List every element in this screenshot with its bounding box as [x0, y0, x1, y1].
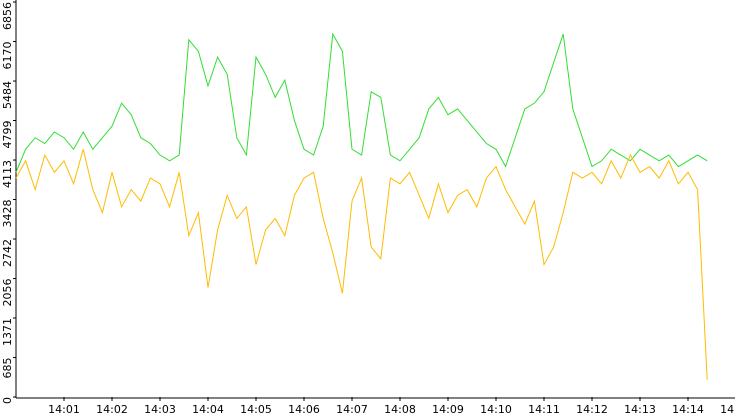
x-tick-label: 14:11 [528, 403, 560, 415]
x-tick-label: 14:07 [336, 403, 368, 415]
x-tick-label: 14:05 [240, 403, 272, 415]
y-tick-label: 4799 [1, 121, 14, 149]
x-tick-label: 14:10 [480, 403, 512, 415]
series-line [15, 32, 708, 173]
x-tick-label: 14:02 [96, 403, 128, 415]
x-tick-label: 14:01 [48, 403, 80, 415]
series-line [15, 149, 708, 380]
y-tick-label: 5484 [1, 81, 14, 109]
x-tick-label: 14:15 [720, 403, 735, 415]
y-tick-label: 6170 [1, 42, 14, 70]
x-tick-label: 14:12 [576, 403, 608, 415]
y-tick-label: 0 [1, 397, 14, 404]
x-tick-label: 14:14 [672, 403, 704, 415]
x-tick-label: 14:03 [144, 403, 176, 415]
y-tick-label: 4113 [1, 160, 14, 188]
y-tick-label: 2056 [1, 279, 14, 307]
x-tick-label: 14:04 [192, 403, 224, 415]
x-tick-label: 14:06 [288, 403, 320, 415]
x-tick-label: 14:09 [432, 403, 464, 415]
y-tick-label: 3428 [1, 200, 14, 228]
y-tick-label: 1371 [1, 318, 14, 346]
x-tick-label: 14:13 [624, 403, 656, 415]
x-tick-label: 14:08 [384, 403, 416, 415]
y-tick-label: 6856 [1, 2, 14, 30]
y-tick-label: 2742 [1, 239, 14, 267]
y-tick-label: 685 [1, 358, 14, 379]
